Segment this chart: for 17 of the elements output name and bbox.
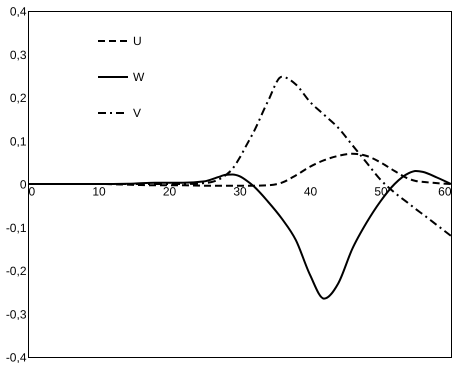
x-tick-label: 40 bbox=[304, 184, 318, 198]
y-tick-label: 0,2 bbox=[10, 91, 27, 105]
y-tick-label: 0,1 bbox=[10, 134, 27, 148]
x-tick-label: 60 bbox=[438, 184, 452, 198]
y-tick-label: -0,4 bbox=[6, 350, 27, 364]
x-tick-label: 10 bbox=[92, 184, 106, 198]
y-tick-label: -0,2 bbox=[6, 264, 27, 278]
y-tick-label: -0,1 bbox=[6, 220, 27, 235]
y-tick-label: -0,3 bbox=[6, 307, 27, 322]
x-tick-label: 30 bbox=[233, 184, 247, 198]
legend-label: V bbox=[133, 106, 142, 120]
x-tick-label: 0 bbox=[28, 184, 36, 198]
legend-label: U bbox=[133, 34, 142, 48]
legend-label: W bbox=[133, 70, 145, 84]
y-tick-label: 0,4 bbox=[10, 4, 27, 18]
x-tick-label: 20 bbox=[162, 184, 176, 198]
y-tick-label: 0,3 bbox=[10, 48, 27, 62]
